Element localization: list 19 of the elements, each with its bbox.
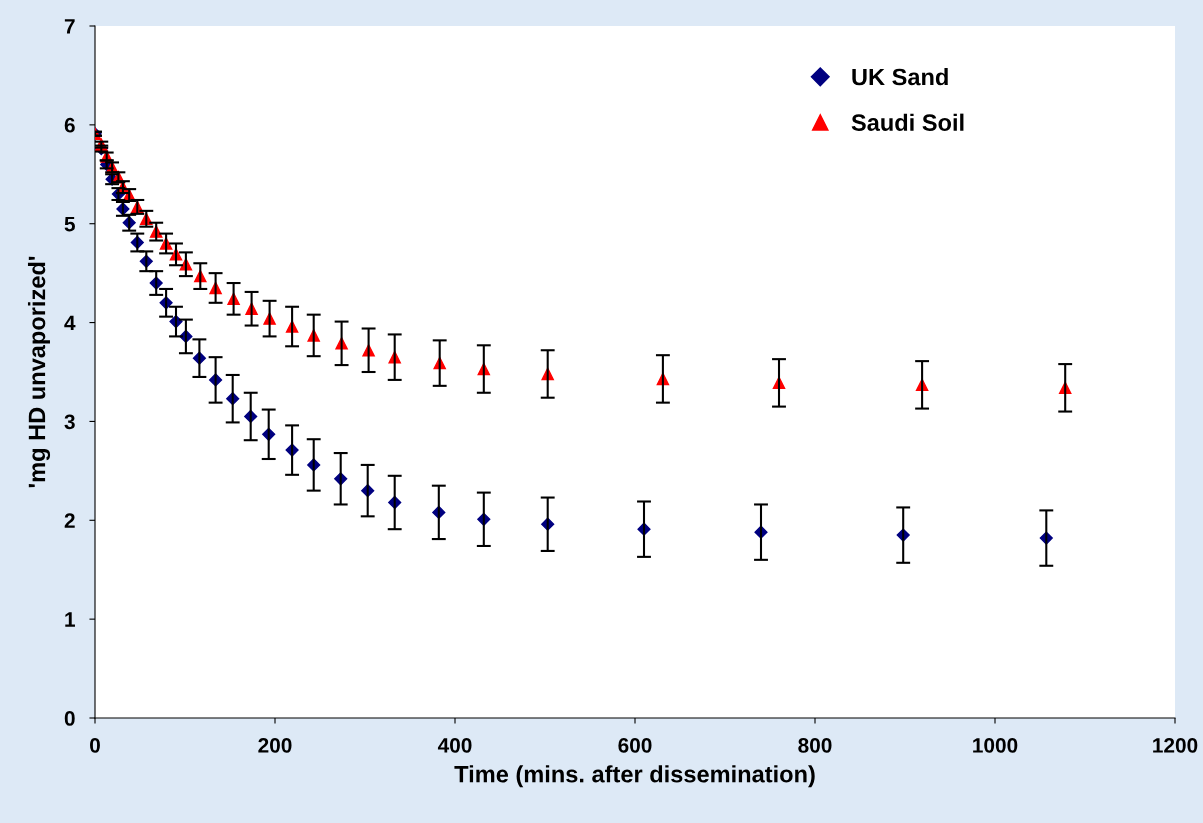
y-tick-label: 1 [65,612,75,627]
y-tick-label: 6 [64,117,75,133]
x-tick-label: 600 [618,737,652,753]
y-tick-label: 7 [64,19,75,34]
y-tick-label: 5 [64,216,75,232]
y-tick-label: 3 [64,414,75,430]
x-tick-label: 400 [437,737,472,753]
x-tick-label: 1200 [1153,737,1198,753]
x-tick-label: 1000 [973,737,1018,753]
x-tick-label: 800 [798,737,832,753]
y-tick-label: 2 [64,513,75,528]
x-tick-label: 200 [258,737,292,753]
y-tick-label: 0 [64,711,75,726]
y-axis-title: 'mg HD unvaporized' [27,256,51,488]
x-tick-label: 0 [90,737,100,753]
legend-label: Saudi Soil [851,113,964,131]
legend-label: UK Sand [852,68,948,86]
x-axis-title: Time (mins. after dissemination) [454,765,815,788]
y-tick-label: 4 [64,315,76,331]
